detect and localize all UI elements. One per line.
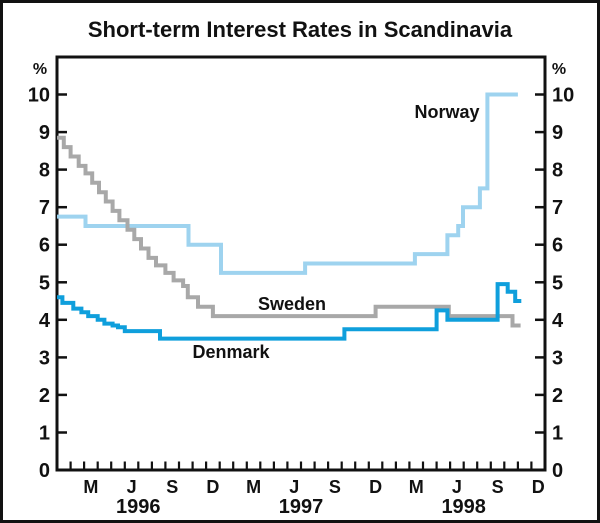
svg-text:8: 8	[39, 160, 50, 182]
y-axis-labels-left: 0 1 2 3 4 5 6 7 8 9 10	[28, 85, 51, 483]
quarter-label: M	[246, 477, 261, 497]
svg-text:0: 0	[39, 460, 50, 482]
quarter-label: D	[206, 477, 219, 497]
year-label: 1998	[441, 496, 486, 518]
quarter-label: J	[452, 477, 462, 497]
svg-text:10: 10	[28, 85, 50, 107]
quarter-label: S	[166, 477, 178, 497]
svg-text:3: 3	[39, 347, 50, 369]
svg-text:9: 9	[39, 122, 50, 144]
quarter-label: D	[532, 477, 545, 497]
quarter-label: J	[127, 477, 137, 497]
svg-text:7: 7	[39, 197, 50, 219]
svg-text:8: 8	[552, 160, 563, 182]
svg-text:6: 6	[552, 235, 563, 257]
percent-label-right: %	[552, 61, 566, 78]
svg-text:7: 7	[552, 197, 563, 219]
series-line-denmark	[57, 282, 522, 341]
percent-unit-labels: %%	[33, 61, 566, 78]
chart-title: Short-term Interest Rates in Scandinavia	[87, 17, 513, 42]
series-labels: Norway Sweden Denmark	[192, 102, 479, 362]
quarter-label: S	[492, 477, 504, 497]
percent-label-left: %	[33, 61, 47, 78]
svg-text:3: 3	[552, 347, 563, 369]
svg-text:2: 2	[39, 385, 50, 407]
x-axis-year-labels: 1996 1997 1998	[116, 496, 486, 518]
x-axis-month-ticks	[69, 461, 533, 470]
quarter-label: D	[369, 477, 382, 497]
svg-text:2: 2	[552, 385, 563, 407]
svg-text:0: 0	[552, 460, 563, 482]
svg-text:10: 10	[552, 85, 574, 107]
series-line-norway	[57, 92, 518, 275]
series-label-norway: Norway	[414, 102, 479, 122]
year-label: 1996	[116, 496, 161, 518]
quarter-label: M	[409, 477, 424, 497]
svg-text:1: 1	[39, 423, 50, 445]
y-axis-labels-right: 0 1 2 3 4 5 6 7 8 9 10	[552, 85, 574, 483]
quarter-label: S	[329, 477, 341, 497]
series-label-denmark: Denmark	[192, 342, 270, 362]
svg-text:1: 1	[552, 423, 563, 445]
series-line-sweden	[57, 135, 521, 328]
svg-text:4: 4	[39, 310, 51, 332]
series-label-sweden: Sweden	[258, 294, 326, 314]
svg-text:5: 5	[552, 272, 563, 294]
quarter-label: M	[83, 477, 98, 497]
svg-text:6: 6	[39, 235, 50, 257]
quarter-label: J	[289, 477, 299, 497]
svg-text:4: 4	[552, 310, 564, 332]
svg-text:5: 5	[39, 272, 50, 294]
year-label: 1997	[279, 496, 324, 518]
svg-text:9: 9	[552, 122, 563, 144]
y-axis-ticks	[57, 93, 545, 472]
